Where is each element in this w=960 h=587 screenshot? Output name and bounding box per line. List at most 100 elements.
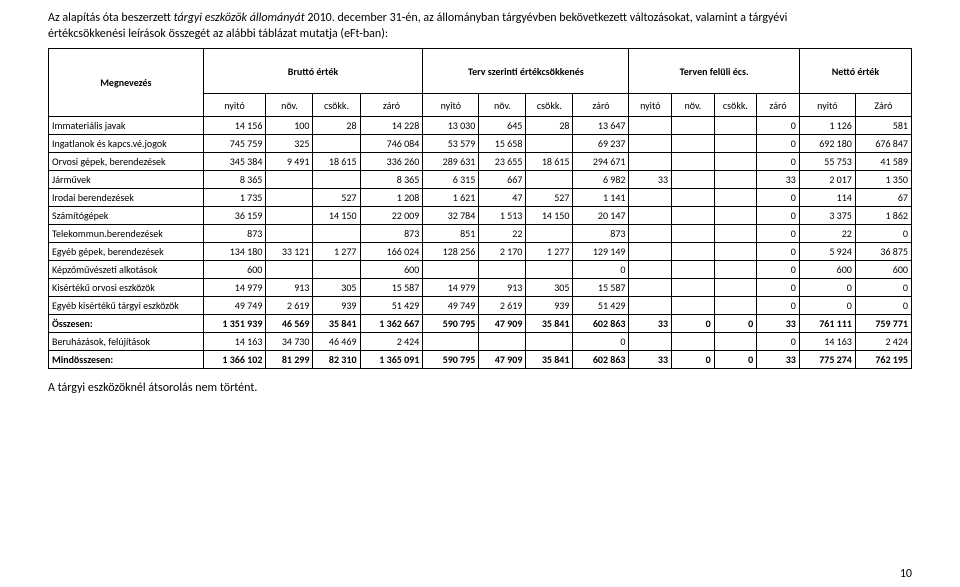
cell: 128 256: [423, 243, 479, 261]
table-row: Járművek8 3658 3656 3156676 98233332 017…: [49, 171, 912, 189]
row-label: Egyéb kisértékű tárgyi eszközök: [49, 297, 204, 315]
table-row: Kisértékű orvosi eszközök14 97991330515 …: [49, 279, 912, 297]
cell: 82 310: [313, 351, 360, 369]
cell: [266, 189, 313, 207]
cell: [672, 153, 715, 171]
cell: 33: [629, 171, 672, 189]
cell: 645: [479, 117, 526, 135]
cell: [629, 243, 672, 261]
cell: 0: [714, 315, 757, 333]
th-terv: Terv szerinti értékcsökkenés: [423, 49, 629, 94]
cell: 0: [757, 207, 800, 225]
cell: 0: [757, 135, 800, 153]
cell: [629, 207, 672, 225]
table-row: Képzőművészeti alkotások60060000600600: [49, 261, 912, 279]
cell: [629, 333, 672, 351]
cell: 1 621: [423, 189, 479, 207]
cell: 81 299: [266, 351, 313, 369]
cell: 939: [313, 297, 360, 315]
cell: 590 795: [423, 315, 479, 333]
cell: [672, 135, 715, 153]
cell: 41 589: [855, 153, 911, 171]
cell: 15 587: [573, 279, 629, 297]
cell: 33: [757, 171, 800, 189]
cell: 676 847: [855, 135, 911, 153]
cell: 0: [672, 315, 715, 333]
cell: 746 084: [360, 135, 423, 153]
cell: [266, 261, 313, 279]
cell: 15 587: [360, 279, 423, 297]
cell: [313, 225, 360, 243]
cell: 0: [573, 333, 629, 351]
cell: 692 180: [799, 135, 855, 153]
cell: 289 631: [423, 153, 479, 171]
cell: 1 126: [799, 117, 855, 135]
cell: [629, 189, 672, 207]
th-sub: növ.: [672, 94, 715, 117]
cell: 14 150: [526, 207, 573, 225]
cell: 0: [714, 351, 757, 369]
cell: 69 237: [573, 135, 629, 153]
cell: 527: [526, 189, 573, 207]
row-label: Orvosi gépek, berendezések: [49, 153, 204, 171]
cell: [672, 225, 715, 243]
asset-table: Megnevezés Bruttó érték Terv szerinti ér…: [48, 48, 912, 369]
th-sub: záró: [757, 94, 800, 117]
cell: 33: [629, 351, 672, 369]
cell: [629, 225, 672, 243]
cell: 0: [757, 279, 800, 297]
cell: 28: [313, 117, 360, 135]
table-row: Számítógépek36 15914 15022 00932 7841 51…: [49, 207, 912, 225]
cell: 667: [479, 171, 526, 189]
table-row: Beruházások, felújítások14 16334 73046 4…: [49, 333, 912, 351]
cell: 336 260: [360, 153, 423, 171]
cell: 851: [423, 225, 479, 243]
cell: 6 315: [423, 171, 479, 189]
cell: [714, 207, 757, 225]
cell: 5 924: [799, 243, 855, 261]
cell: 913: [266, 279, 313, 297]
cell: 166 024: [360, 243, 423, 261]
table-row: Orvosi gépek, berendezések345 3849 49118…: [49, 153, 912, 171]
cell: 602 863: [573, 351, 629, 369]
cell: 13 030: [423, 117, 479, 135]
cell: [714, 135, 757, 153]
row-label: Ingatlanok és kapcs.vé.jogok: [49, 135, 204, 153]
cell: 1 862: [855, 207, 911, 225]
cell: 939: [526, 297, 573, 315]
cell: [672, 333, 715, 351]
cell: 1 277: [313, 243, 360, 261]
th-sub: záró: [360, 94, 423, 117]
th-sub: csökk.: [714, 94, 757, 117]
cell: 13 647: [573, 117, 629, 135]
th-netto: Nettó érték: [799, 49, 911, 94]
cell: [629, 279, 672, 297]
th-sub: nyitó: [203, 94, 266, 117]
cell: [313, 171, 360, 189]
cell: 761 111: [799, 315, 855, 333]
cell: 2 424: [855, 333, 911, 351]
cell: 47 909: [479, 315, 526, 333]
cell: 294 671: [573, 153, 629, 171]
intro-line2: értékcsökkenési leírások összegét az alá…: [48, 27, 388, 41]
cell: 2 619: [479, 297, 526, 315]
cell: 0: [757, 153, 800, 171]
cell: 32 784: [423, 207, 479, 225]
cell: 36 159: [203, 207, 266, 225]
cell: 114: [799, 189, 855, 207]
cell: 2 170: [479, 243, 526, 261]
th-sub: nyitó: [423, 94, 479, 117]
cell: 6 982: [573, 171, 629, 189]
cell: 527: [313, 189, 360, 207]
cell: 8 365: [203, 171, 266, 189]
cell: 67: [855, 189, 911, 207]
cell: [313, 135, 360, 153]
cell: [313, 261, 360, 279]
cell: 23 655: [479, 153, 526, 171]
row-label: Telekommun.berendezések: [49, 225, 204, 243]
cell: 22: [479, 225, 526, 243]
cell: [714, 117, 757, 135]
cell: 49 749: [203, 297, 266, 315]
cell: 759 771: [855, 315, 911, 333]
intro-line1-pre: Az alapítás óta beszerzett: [48, 11, 174, 25]
